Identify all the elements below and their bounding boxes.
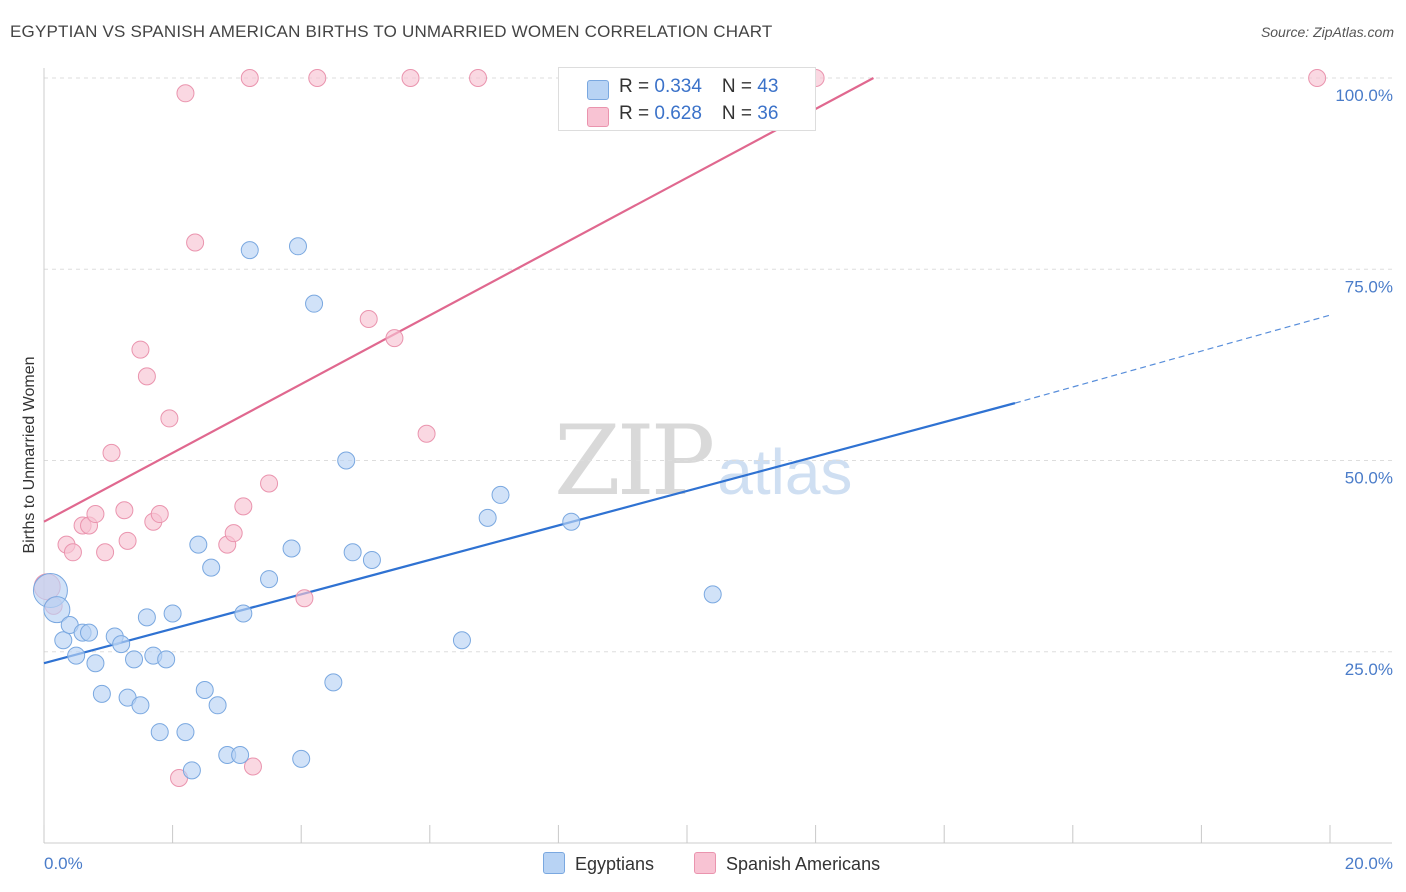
y-tick-label: 75.0% <box>1345 277 1393 296</box>
point-spanish <box>308 69 327 87</box>
legend-label-spanish: Spanish Americans <box>726 854 881 874</box>
point-spanish <box>86 505 105 524</box>
y-tick-label: 100.0% <box>1335 86 1393 105</box>
point-spanish <box>240 69 259 87</box>
legend-r-label: R = <box>619 76 655 97</box>
point-egyptians <box>86 654 105 673</box>
point-spanish <box>186 233 205 252</box>
point-spanish <box>417 424 436 443</box>
point-egyptians <box>231 746 250 765</box>
point-egyptians <box>67 646 86 665</box>
point-egyptians <box>157 650 176 669</box>
y-tick-label: 50.0% <box>1345 469 1393 488</box>
legend-r-label: R = <box>619 103 655 124</box>
legend-swatch-egyptians <box>587 80 609 100</box>
legend-swatch-spanish <box>587 107 609 127</box>
point-egyptians <box>292 749 311 768</box>
legend-r-value: 0.628 <box>654 103 702 124</box>
point-egyptians <box>176 723 195 742</box>
trend-line-egyptians-extension <box>1014 314 1331 404</box>
point-egyptians <box>195 681 214 699</box>
point-spanish <box>234 497 253 516</box>
point-spanish <box>160 409 179 428</box>
chart-title: EGYPTIAN VS SPANISH AMERICAN BIRTHS TO U… <box>10 22 773 41</box>
watermark-atlas: atlas <box>717 436 853 508</box>
point-egyptians <box>163 604 182 623</box>
y-axis-label: Births to Unmarried Women <box>21 356 38 553</box>
point-egyptians <box>343 543 362 562</box>
point-egyptians <box>240 241 259 260</box>
point-egyptians <box>282 539 301 558</box>
point-spanish <box>1308 69 1327 87</box>
point-spanish <box>63 543 82 562</box>
legend-item-egyptians[interactable]: Egyptians <box>543 852 654 875</box>
trend-line-spanish <box>43 77 874 523</box>
point-spanish <box>118 531 137 550</box>
point-egyptians <box>112 635 131 654</box>
point-egyptians <box>491 485 510 504</box>
point-egyptians <box>137 608 156 627</box>
point-spanish <box>260 474 279 493</box>
point-egyptians <box>305 294 324 313</box>
point-egyptians <box>43 596 71 624</box>
point-egyptians <box>131 696 150 715</box>
point-egyptians <box>182 761 201 780</box>
point-spanish <box>469 69 488 87</box>
trend-line-egyptians <box>43 402 1016 665</box>
point-spanish <box>137 367 156 386</box>
point-egyptians <box>150 723 169 742</box>
legend-n-value: 43 <box>757 76 779 97</box>
point-egyptians <box>288 237 307 256</box>
x-tick-label: 20.0% <box>1345 854 1393 873</box>
point-spanish <box>224 524 243 543</box>
point-spanish <box>176 84 195 103</box>
legend-swatch-egyptians <box>543 852 565 874</box>
point-spanish <box>115 501 134 520</box>
point-egyptians <box>92 684 111 703</box>
point-egyptians <box>260 570 279 589</box>
point-egyptians <box>324 673 343 692</box>
point-spanish <box>295 589 314 608</box>
legend-swatch-spanish <box>694 852 716 874</box>
point-egyptians <box>703 585 722 604</box>
point-egyptians <box>234 604 253 623</box>
legend-item-spanish[interactable]: Spanish Americans <box>694 852 880 875</box>
point-egyptians <box>54 631 73 650</box>
point-egyptians <box>80 623 99 642</box>
point-spanish <box>131 340 150 359</box>
stats-legend: R = 0.334 N = 43 R = 0.628 N = 36 <box>558 67 816 131</box>
legend-label-egyptians: Egyptians <box>575 854 655 874</box>
point-spanish <box>359 309 378 328</box>
point-egyptians <box>362 550 381 569</box>
point-egyptians <box>337 451 356 470</box>
point-egyptians <box>562 512 581 531</box>
point-spanish <box>96 543 115 562</box>
point-egyptians <box>452 631 471 650</box>
trend-lines <box>43 77 1331 665</box>
tick-labels: 25.0% 50.0% 75.0% 100.0% 0.0% 20.0% Births to … <box>21 86 1393 873</box>
point-egyptians <box>208 696 227 715</box>
y-tick-label: 25.0% <box>1345 660 1393 679</box>
legend-r-value: 0.334 <box>654 76 702 97</box>
point-spanish <box>385 329 404 348</box>
legend-n-label: N = <box>721 103 758 124</box>
data-points <box>32 69 1327 787</box>
x-tick-label: 0.0% <box>44 854 83 873</box>
point-spanish <box>102 443 121 462</box>
point-egyptians <box>478 508 497 527</box>
source-label: Source: ZipAtlas.com <box>1260 24 1394 40</box>
point-spanish <box>243 757 262 776</box>
legend-n-value: 36 <box>757 103 779 124</box>
point-egyptians <box>125 650 144 669</box>
point-spanish <box>401 69 420 87</box>
point-spanish <box>150 505 169 524</box>
legend-n-label: N = <box>721 76 758 97</box>
point-egyptians <box>202 558 221 577</box>
point-egyptians <box>189 535 208 554</box>
grid-lines <box>44 77 1392 653</box>
axes <box>43 68 1392 844</box>
